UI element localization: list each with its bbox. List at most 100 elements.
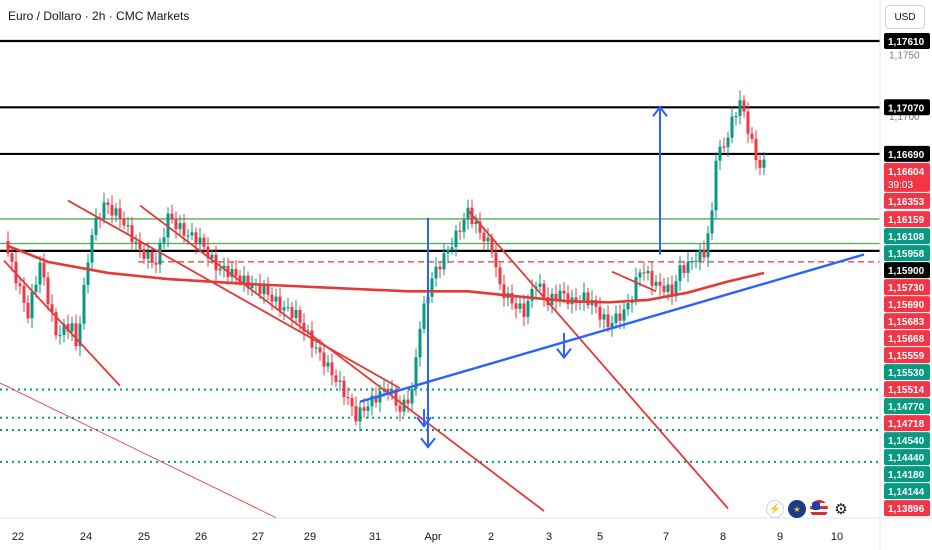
candle-body-175 xyxy=(706,233,710,258)
candle-body-88 xyxy=(358,407,362,422)
price-label-10: 1,15690 xyxy=(888,300,925,311)
price-label-8: 1,15900 xyxy=(888,266,925,277)
price-label-box-2 xyxy=(884,145,930,162)
candle-body-162 xyxy=(654,281,658,286)
arrow-head-3 xyxy=(416,416,432,428)
candle-body-28 xyxy=(118,208,122,219)
symbol-title[interactable]: Euro / Dollaro · 2h · CMC Markets xyxy=(8,9,190,23)
candle-body-57 xyxy=(234,269,238,276)
candle-body-157 xyxy=(634,277,638,301)
candle-body-171 xyxy=(690,261,694,263)
candle-body-128 xyxy=(518,303,522,309)
bolt-icon[interactable]: ⚡ xyxy=(766,500,784,518)
price-label-box-5 xyxy=(884,211,930,228)
candle-body-47 xyxy=(194,232,198,245)
us-flag-icon[interactable] xyxy=(810,500,828,518)
candle-body-34 xyxy=(142,249,146,259)
event-icons: ⚡ ★ ⚙ xyxy=(766,500,850,522)
candle-body-118 xyxy=(478,221,482,233)
candle-body-33 xyxy=(138,241,142,250)
candle-body-24 xyxy=(102,202,106,219)
candle-body-54 xyxy=(222,265,226,269)
candle-body-140 xyxy=(566,293,570,305)
candle-body-79 xyxy=(322,352,326,367)
candle-body-78 xyxy=(318,347,322,353)
y-tick-label-0: 1,1750 xyxy=(889,51,920,62)
settings-gear-icon[interactable]: ⚙ xyxy=(832,500,850,518)
candle-body-10 xyxy=(46,277,50,305)
candle-body-32 xyxy=(134,241,138,243)
price-label-box-18 xyxy=(884,432,930,449)
candle-body-183 xyxy=(738,100,742,117)
candle-body-25 xyxy=(106,202,110,205)
candle-body-44 xyxy=(182,223,186,236)
candle-body-4 xyxy=(22,286,26,303)
candle-body-86 xyxy=(350,398,354,407)
x-tick-label-12: 8 xyxy=(720,531,726,543)
price-label-box-1 xyxy=(884,99,930,116)
price-label-box-6 xyxy=(884,228,930,245)
candle-body-68 xyxy=(278,296,282,311)
candle-body-134 xyxy=(542,283,546,297)
candle-body-51 xyxy=(210,254,214,259)
candle-body-110 xyxy=(446,249,450,254)
candle-body-154 xyxy=(622,309,626,321)
candle-body-137 xyxy=(554,293,558,301)
price-label-box-20 xyxy=(884,466,930,483)
candle-body-56 xyxy=(230,269,234,277)
price-label-box-4 xyxy=(884,192,930,209)
price-label-box-12 xyxy=(884,330,930,347)
eu-flag-icon[interactable]: ★ xyxy=(788,500,806,518)
currency-button[interactable]: USD xyxy=(885,5,925,29)
price-label-3: 1,16604 xyxy=(888,167,925,178)
x-tick-label-3: 26 xyxy=(195,531,207,543)
price-label-16: 1,14770 xyxy=(888,402,925,413)
candle-body-129 xyxy=(522,303,526,317)
candle-body-159 xyxy=(642,272,646,274)
candle-body-164 xyxy=(662,285,666,292)
trendline-blue-5 xyxy=(359,253,865,403)
candle-body-161 xyxy=(650,270,654,286)
candle-body-160 xyxy=(646,270,650,274)
candle-body-147 xyxy=(594,300,598,307)
price-label-box-8 xyxy=(884,262,930,279)
candle-body-168 xyxy=(678,265,682,282)
price-label-box-21 xyxy=(884,483,930,500)
candle-body-64 xyxy=(262,285,266,295)
price-label-box-0 xyxy=(884,33,930,50)
candle-body-3 xyxy=(18,283,22,287)
candle-body-31 xyxy=(130,225,134,243)
candle-body-166 xyxy=(670,284,674,297)
candle-body-158 xyxy=(638,272,642,278)
candle-body-73 xyxy=(298,310,302,323)
candle-body-169 xyxy=(682,265,686,273)
candle-body-98 xyxy=(398,405,402,412)
candle-body-37 xyxy=(154,262,158,265)
candle-body-148 xyxy=(598,306,602,320)
candle-body-130 xyxy=(526,300,530,317)
candle-body-53 xyxy=(218,268,222,271)
price-label-14: 1,15530 xyxy=(888,368,925,379)
price-label-box-22 xyxy=(884,500,930,517)
candle-body-108 xyxy=(438,266,442,270)
price-label-box-19 xyxy=(884,449,930,466)
candle-body-66 xyxy=(270,294,274,302)
candle-body-11 xyxy=(50,304,54,313)
candle-body-122 xyxy=(494,252,498,268)
candle-body-115 xyxy=(466,207,470,220)
candle-body-114 xyxy=(462,219,466,232)
candle-body-50 xyxy=(206,246,210,259)
candle-body-188 xyxy=(758,160,762,168)
price-label-box-3 xyxy=(884,162,930,192)
candle-body-112 xyxy=(454,230,458,248)
candle-body-84 xyxy=(342,380,346,398)
candle-body-121 xyxy=(490,237,494,253)
candle-body-61 xyxy=(250,285,254,289)
candle-body-43 xyxy=(178,223,182,230)
x-tick-label-9: 3 xyxy=(546,531,552,543)
candle-body-69 xyxy=(282,307,286,311)
candle-body-126 xyxy=(510,293,514,304)
candle-body-138 xyxy=(558,290,562,301)
candle-body-170 xyxy=(686,261,690,273)
